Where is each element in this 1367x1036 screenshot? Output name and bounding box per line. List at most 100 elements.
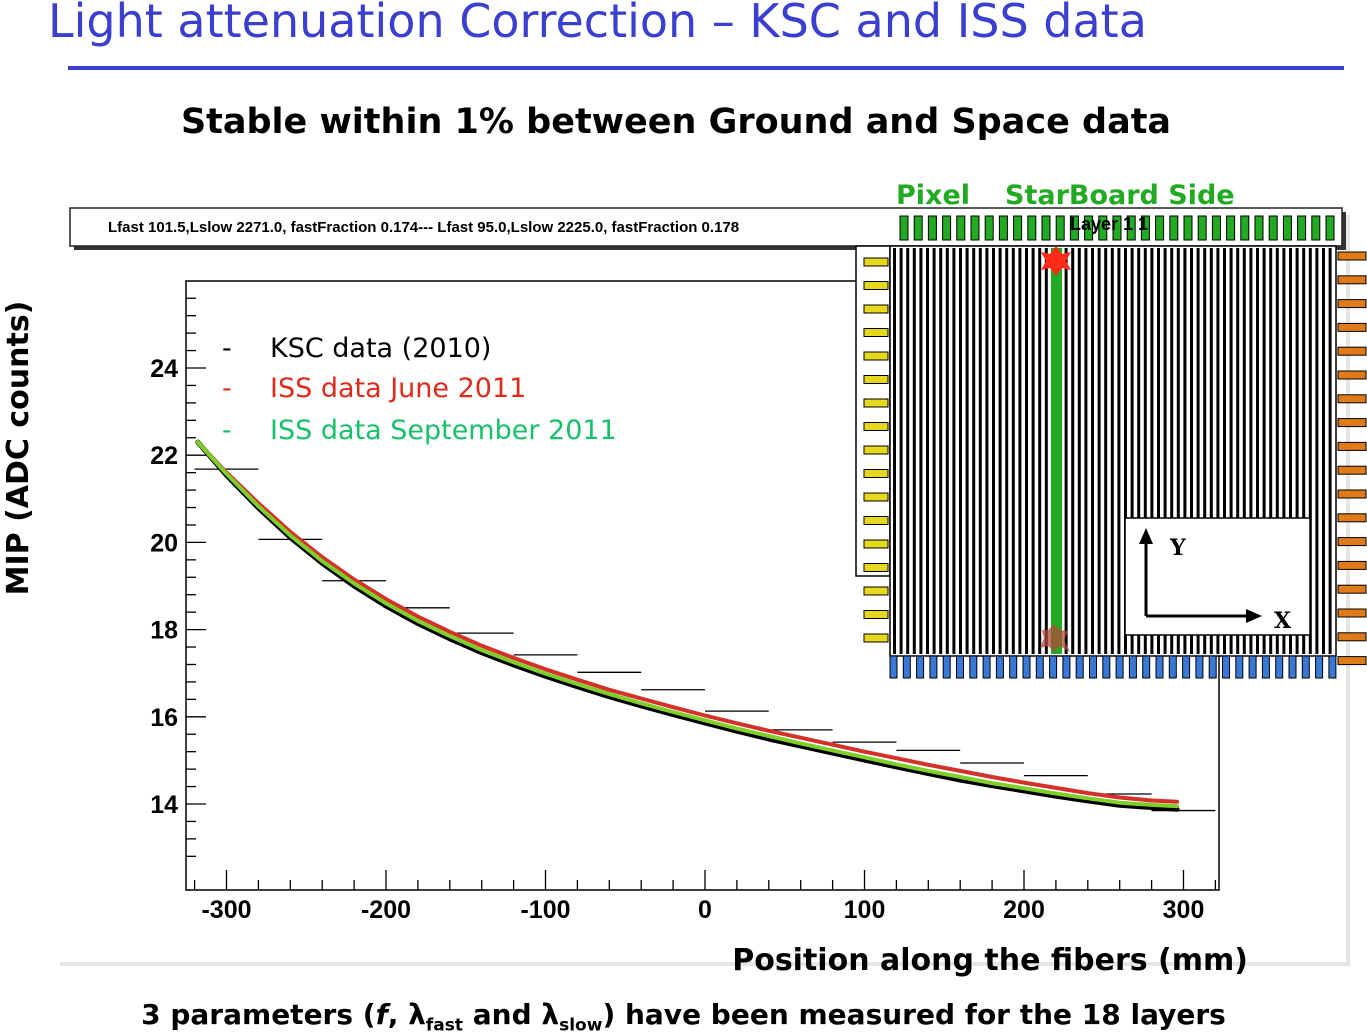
fiber-strip	[1262, 248, 1266, 654]
coordinate-x-arrow	[1246, 609, 1262, 623]
x-tick-label: 300	[1163, 896, 1205, 924]
fiber-strip	[1084, 248, 1088, 654]
fiber-strip	[1150, 248, 1154, 654]
fiber-strip	[985, 248, 989, 654]
legend-marker-ksc: -	[222, 333, 232, 364]
coordinate-y-arrow	[1139, 528, 1153, 544]
top-readout-pad	[998, 215, 1008, 241]
fiber-strip	[1275, 248, 1279, 654]
fiber-strip	[1005, 248, 1009, 654]
fiber-strip	[1203, 248, 1207, 654]
top-readout-pad	[1069, 215, 1079, 241]
attenuation-chart: Lfast 101.5,Lslow 2271.0, fastFraction 0…	[1, 180, 1367, 978]
top-readout-pad	[956, 215, 966, 241]
canvas-shadow-bottom	[60, 962, 1350, 966]
fiber-strip	[1157, 248, 1160, 654]
pad-layer	[863, 215, 1367, 679]
left-readout-pad	[863, 586, 889, 596]
top-readout-pad	[927, 215, 937, 241]
fiber-strip	[1322, 248, 1325, 654]
right-readout-pad	[1337, 275, 1367, 285]
fiber-strip	[919, 248, 923, 654]
left-readout-pad	[863, 445, 889, 455]
left-readout-pad	[863, 375, 889, 384]
bottom-readout-pad	[1195, 655, 1204, 679]
right-readout-pad	[1337, 441, 1367, 451]
footer-and: and	[463, 998, 542, 1031]
left-readout-pad	[863, 492, 889, 502]
fiber-strip	[1269, 248, 1273, 654]
right-readout-pad	[1337, 251, 1367, 261]
fiber-strip	[1242, 248, 1246, 654]
fiber-strip	[1229, 248, 1233, 654]
top-readout-pad	[1268, 215, 1278, 241]
fiber-strip	[959, 248, 962, 654]
fiber-strip	[1117, 248, 1121, 654]
bottom-readout-pad	[1128, 655, 1137, 679]
top-readout-pad	[1297, 215, 1307, 241]
x-tick-label: 100	[844, 896, 886, 924]
bottom-readout-pad	[1208, 655, 1217, 679]
left-readout-pad	[863, 422, 889, 431]
fiber-strip	[1038, 248, 1042, 654]
y-tick-label: 14	[150, 791, 178, 819]
fiber-layer	[893, 248, 1332, 654]
fiber-strip	[1328, 248, 1332, 654]
fiber-strip	[1124, 248, 1127, 654]
inset-label-pixel: Pixel	[896, 180, 970, 211]
fiber-strip	[1071, 248, 1075, 654]
fiber-strip	[1176, 248, 1180, 654]
right-readout-pad	[1337, 394, 1367, 404]
top-readout-pad	[1169, 215, 1179, 241]
footer-prefix: 3 parameters (	[141, 998, 376, 1031]
top-readout-pad	[913, 215, 923, 241]
right-readout-pad	[1337, 560, 1367, 570]
top-readout-pad	[1112, 215, 1122, 241]
fiber-strip	[1044, 248, 1048, 654]
left-readout-pad	[863, 351, 889, 361]
fiber-strip	[1104, 248, 1108, 654]
top-readout-pad	[1282, 215, 1292, 241]
legend-marker-iss-september: -	[222, 415, 232, 446]
left-readout-pad	[863, 281, 889, 290]
right-readout-pad	[1337, 370, 1367, 380]
fiber-strip	[932, 248, 936, 654]
right-readout-pad	[1337, 513, 1367, 523]
left-readout-pad	[863, 304, 889, 314]
bottom-readout-pad	[1248, 655, 1257, 679]
fiber-strip	[1170, 248, 1174, 654]
coordinate-x-label: X	[1274, 608, 1292, 634]
bottom-readout-pad	[889, 655, 898, 679]
right-readout-pad	[1337, 346, 1367, 356]
bottom-readout-pad	[916, 655, 925, 679]
inset-hidden-label: Layer 1 1	[1070, 214, 1148, 234]
x-tick-label: 0	[698, 896, 712, 924]
left-readout-pad	[863, 539, 889, 549]
left-readout-pad	[863, 563, 889, 572]
y-tick-label: 20	[150, 529, 178, 557]
bottom-readout-pad	[942, 655, 951, 679]
top-readout-pad	[1240, 215, 1250, 241]
fiber-strip	[912, 248, 916, 654]
top-readout-pad	[1126, 215, 1136, 241]
footer-f: f	[375, 998, 388, 1031]
inset-frame-shadow	[855, 245, 891, 577]
bottom-readout-pad	[956, 655, 964, 679]
fiber-strip	[1282, 248, 1286, 654]
left-readout-pad	[863, 469, 889, 478]
top-readout-pad	[899, 215, 909, 241]
fiber-strip	[906, 248, 910, 654]
left-readout-pad	[863, 257, 889, 267]
top-readout-pad	[1155, 215, 1165, 241]
left-readout-pad	[863, 516, 889, 525]
fiber-strip	[1130, 248, 1134, 654]
bottom-readout-pad	[1035, 655, 1044, 679]
y-tick-label: 24	[150, 355, 178, 383]
series-line-2	[195, 440, 1180, 809]
fiber-strip	[1064, 248, 1068, 654]
fiber-strip	[1315, 248, 1319, 654]
slide-subtitle: Stable within 1% between Ground and Spac…	[180, 102, 1172, 142]
fiber-strip	[1031, 248, 1035, 654]
top-readout-pad	[1226, 215, 1236, 241]
footer-sep: ,	[387, 998, 409, 1031]
